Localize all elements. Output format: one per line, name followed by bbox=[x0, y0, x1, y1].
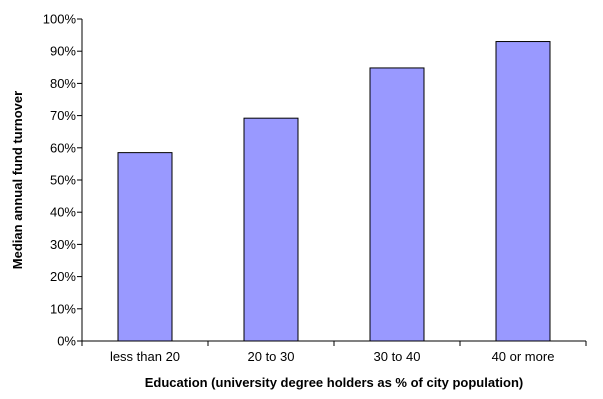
y-tick-label: 100% bbox=[43, 12, 77, 27]
x-tick-label: less than 20 bbox=[110, 349, 180, 364]
y-axis-tick-labels: 0% 10% 20% 30% 40% 50% 60% 70% 80% 90% 100% bbox=[43, 12, 77, 349]
y-tick-label: 60% bbox=[50, 140, 76, 155]
x-tick-label: 40 or more bbox=[492, 349, 555, 364]
x-tick-label: 20 to 30 bbox=[248, 349, 295, 364]
y-tick-label: 20% bbox=[50, 269, 76, 284]
y-tick-label: 30% bbox=[50, 237, 76, 252]
bars-group bbox=[117, 41, 551, 342]
y-tick-label: 40% bbox=[50, 205, 76, 220]
x-axis-ticks bbox=[81, 341, 587, 346]
y-tick-label: 50% bbox=[50, 173, 76, 188]
bar bbox=[369, 67, 425, 342]
x-axis-tick-labels: less than 20 20 to 30 30 to 40 40 or more bbox=[110, 349, 554, 364]
y-tick-label: 90% bbox=[50, 44, 76, 59]
y-tick-label: 0% bbox=[57, 334, 76, 349]
bar bbox=[117, 152, 173, 342]
y-tick-label: 70% bbox=[50, 108, 76, 123]
y-axis-title: Median annual fund turnover bbox=[10, 91, 25, 269]
x-tick-label: 30 to 40 bbox=[374, 349, 421, 364]
bar bbox=[243, 117, 299, 342]
y-tick-label: 10% bbox=[50, 301, 76, 316]
y-axis-ticks bbox=[77, 18, 82, 342]
x-axis-title: Education (university degree holders as … bbox=[145, 375, 524, 390]
y-tick-label: 80% bbox=[50, 76, 76, 91]
bar bbox=[495, 41, 551, 342]
